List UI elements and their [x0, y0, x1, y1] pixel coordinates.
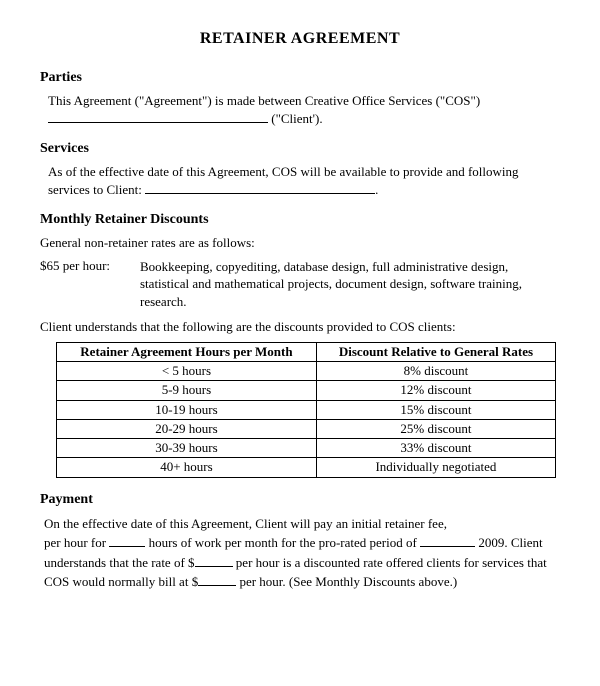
- hours-blank: [109, 535, 145, 547]
- table-row: 30-39 hours 33% discount: [57, 439, 556, 458]
- table-header-discount: Discount Relative to General Rates: [316, 342, 555, 361]
- cell-discount: 15% discount: [316, 400, 555, 419]
- cell-hours: 40+ hours: [57, 458, 317, 477]
- parties-heading: Parties: [40, 70, 560, 86]
- cell-hours: 10-19 hours: [57, 400, 317, 419]
- discounts-heading: Monthly Retainer Discounts: [40, 212, 560, 228]
- payment-line1: On the effective date of this Agreement,…: [44, 516, 447, 531]
- payment-line2a: per hour for: [44, 535, 109, 550]
- table-row: 40+ hours Individually negotiated: [57, 458, 556, 477]
- payment-line2b: hours of work per month for the pro-rate…: [145, 535, 420, 550]
- payment-paragraph: On the effective date of this Agreement,…: [44, 514, 560, 592]
- services-heading: Services: [40, 141, 560, 157]
- document-title: RETAINER AGREEMENT: [40, 30, 560, 48]
- table-row: 5-9 hours 12% discount: [57, 381, 556, 400]
- parties-paragraph: This Agreement ("Agreement") is made bet…: [48, 92, 560, 127]
- services-blank: [145, 182, 375, 194]
- services-text-2: .: [375, 182, 378, 197]
- table-row: < 5 hours 8% discount: [57, 362, 556, 381]
- rate-blank-1: [195, 555, 233, 567]
- table-header-hours: Retainer Agreement Hours per Month: [57, 342, 317, 361]
- cell-hours: < 5 hours: [57, 362, 317, 381]
- rate-blank-2: [198, 574, 236, 586]
- cell-discount: Individually negotiated: [316, 458, 555, 477]
- table-header-row: Retainer Agreement Hours per Month Disco…: [57, 342, 556, 361]
- discounts-table: Retainer Agreement Hours per Month Disco…: [56, 342, 556, 478]
- parties-text-2: ("Client').: [268, 111, 323, 126]
- table-row: 10-19 hours 15% discount: [57, 400, 556, 419]
- cell-discount: 25% discount: [316, 419, 555, 438]
- period-blank: [420, 535, 475, 547]
- discounts-intro: Client understands that the following ar…: [40, 318, 560, 336]
- table-row: 20-29 hours 25% discount: [57, 419, 556, 438]
- cell-hours: 5-9 hours: [57, 381, 317, 400]
- general-rates-intro: General non-retainer rates are as follow…: [40, 234, 560, 252]
- rate-services: Bookkeeping, copyediting, database desig…: [140, 258, 560, 311]
- cell-discount: 8% discount: [316, 362, 555, 381]
- rate-block: $65 per hour: Bookkeeping, copyediting, …: [40, 258, 560, 311]
- cell-discount: 12% discount: [316, 381, 555, 400]
- rate-label: $65 per hour:: [40, 258, 140, 311]
- cell-hours: 20-29 hours: [57, 419, 317, 438]
- payment-line3c: per hour. (See Monthly Discounts above.): [236, 574, 457, 589]
- cell-hours: 30-39 hours: [57, 439, 317, 458]
- payment-heading: Payment: [40, 492, 560, 508]
- cell-discount: 33% discount: [316, 439, 555, 458]
- document-page: RETAINER AGREEMENT Parties This Agreemen…: [0, 0, 600, 612]
- parties-text-1: This Agreement ("Agreement") is made bet…: [48, 93, 480, 108]
- services-paragraph: As of the effective date of this Agreeme…: [48, 163, 560, 198]
- client-name-blank: [48, 111, 268, 123]
